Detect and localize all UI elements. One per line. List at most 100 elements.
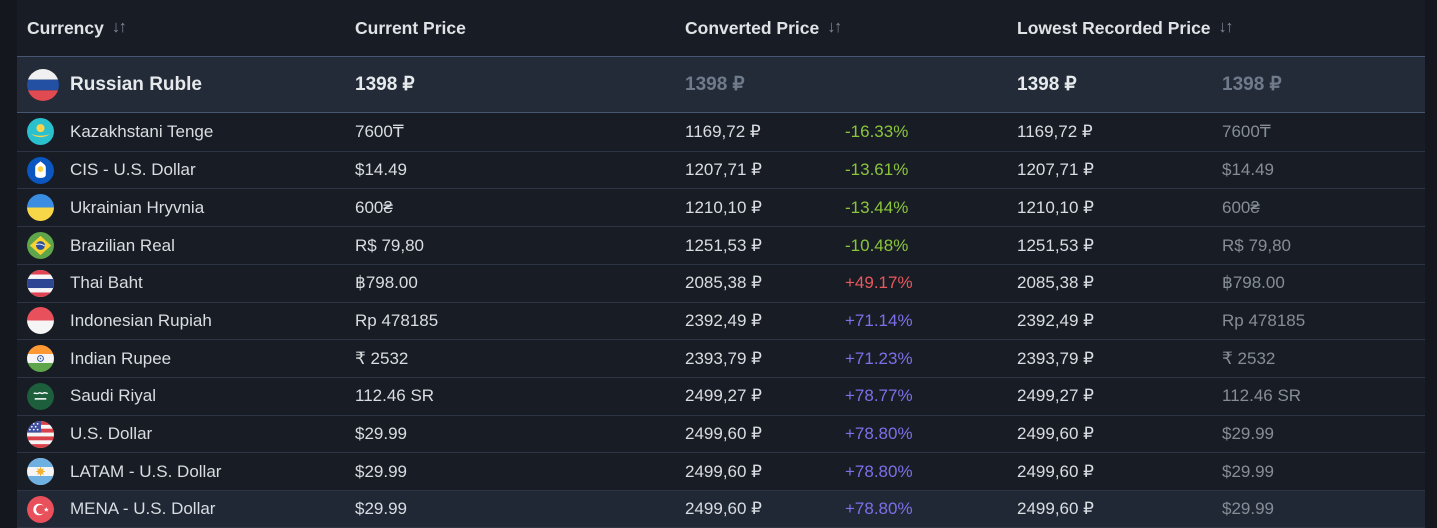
lowest-recorded-price: 1398 ₽ <box>1017 74 1077 95</box>
currency-name: Saudi Riyal <box>70 386 156 406</box>
current-price: ₹ 2532 <box>355 348 409 368</box>
argentina-flag-icon <box>27 458 54 486</box>
table-row[interactable]: Brazilian Real R$ 79,80 1251,53 ₽ -10.48% 12… <box>17 226 1425 264</box>
price-difference-pct: +71.14% <box>845 310 913 330</box>
currency-name: Russian Ruble <box>70 73 202 95</box>
table-body: Russian Ruble 1398 ₽ 1398 ₽ 1398 ₽ 1398 ₽ Kaz… <box>17 56 1425 528</box>
converted-price: 1169,72 ₽ <box>685 121 761 141</box>
converted-price: 2392,49 ₽ <box>685 310 762 330</box>
header-converted-price[interactable]: Converted Price ↓↑ <box>685 18 1017 39</box>
header-currency[interactable]: Currency ↓↑ <box>27 18 355 39</box>
currency-name: Ukrainian Hryvnia <box>70 197 205 217</box>
lowest-original-price: $14.49 <box>1222 160 1274 180</box>
table-row[interactable]: Russian Ruble 1398 ₽ 1398 ₽ 1398 ₽ 1398 ₽ <box>17 56 1425 113</box>
converted-price: 2393,79 ₽ <box>685 348 762 368</box>
converted-price: 2499,60 ₽ <box>685 499 762 519</box>
price-difference-pct: +49.17% <box>845 273 913 293</box>
currency-flag-cell <box>27 232 70 260</box>
header-lowest-recorded-price-label: Lowest Recorded Price <box>1017 17 1211 38</box>
current-price: 1398 ₽ <box>355 74 415 95</box>
indonesia-flag-icon <box>27 307 54 335</box>
currency-flag-cell <box>27 345 70 373</box>
price-difference-pct: -13.61% <box>845 160 909 180</box>
lowest-recorded-price: 2499,60 ₽ <box>1017 499 1094 519</box>
header-currency-label: Currency <box>27 17 104 38</box>
table-row[interactable]: Saudi Riyal 112.46 SR 2499,27 ₽ +78.77% 2499… <box>17 377 1425 415</box>
lowest-original-price: ₹ 2532 <box>1222 348 1276 368</box>
thailand-flag-icon <box>27 269 54 297</box>
table-row[interactable]: MENA - U.S. Dollar $29.99 2499,60 ₽ +78.80%… <box>17 490 1425 528</box>
currency-flag-cell <box>27 495 70 523</box>
lowest-recorded-price: 2499,27 ₽ <box>1017 386 1094 406</box>
saudi-arabia-flag-icon <box>27 382 54 410</box>
currency-name: Kazakhstani Tenge <box>70 121 214 141</box>
table-row[interactable]: LATAM - U.S. Dollar $29.99 2499,60 ₽ +78.80… <box>17 452 1425 490</box>
lowest-original-price: R$ 79,80 <box>1222 235 1291 255</box>
converted-price: 2499,27 ₽ <box>685 386 762 406</box>
currency-flag-cell <box>27 382 70 410</box>
lowest-original-price: $29.99 <box>1222 499 1274 519</box>
currency-name: Indonesian Rupiah <box>70 310 212 330</box>
current-price: R$ 79,80 <box>355 235 424 255</box>
sort-icon: ↓↑ <box>1218 17 1234 36</box>
table-row[interactable]: Indian Rupee ₹ 2532 2393,79 ₽ +71.23% 2393,7… <box>17 339 1425 377</box>
lowest-original-price: $29.99 <box>1222 461 1274 481</box>
price-difference-pct: -10.48% <box>845 235 909 255</box>
converted-price: 2499,60 ₽ <box>685 424 762 444</box>
table-header-row: Currency ↓↑ Current Price Converted Pric… <box>17 0 1425 56</box>
converted-price: 1207,71 ₽ <box>685 160 762 180</box>
russia-flag-icon <box>27 68 59 101</box>
currency-name: LATAM - U.S. Dollar <box>70 461 222 481</box>
table-row[interactable]: Thai Baht ฿798.00 2085,38 ₽ +49.17% 2085,38 … <box>17 263 1425 302</box>
current-price: 112.46 SR <box>355 386 435 406</box>
converted-price: 2499,60 ₽ <box>685 461 762 481</box>
lowest-recorded-price: 1207,71 ₽ <box>1017 160 1094 180</box>
currency-name: Indian Rupee <box>70 348 172 368</box>
header-converted-price-label: Converted Price <box>685 17 820 38</box>
current-price: $29.99 <box>355 461 407 481</box>
current-price: ฿798.00 <box>355 273 418 293</box>
current-price: $29.99 <box>355 424 407 444</box>
currency-name: CIS - U.S. Dollar <box>70 160 196 180</box>
header-lowest-recorded-price[interactable]: Lowest Recorded Price ↓↑ <box>1017 18 1425 39</box>
cis-flag-icon <box>27 156 54 184</box>
lowest-original-price: 1398 ₽ <box>1222 74 1282 95</box>
price-difference-pct: -13.44% <box>845 197 909 217</box>
table-row[interactable]: Indonesian Rupiah Rp 478185 2392,49 ₽ +71.1… <box>17 301 1425 340</box>
currency-flag-cell <box>27 194 70 222</box>
lowest-recorded-price: 2499,60 ₽ <box>1017 461 1094 481</box>
converted-price: 1251,53 ₽ <box>685 235 762 255</box>
table-row[interactable]: CIS - U.S. Dollar $14.49 1207,71 ₽ -13.61% 1… <box>17 150 1425 189</box>
price-difference-pct: +78.80% <box>845 499 913 519</box>
lowest-original-price: $29.99 <box>1222 424 1274 444</box>
brazil-flag-icon <box>27 232 54 260</box>
price-difference-pct: -16.33% <box>845 121 909 141</box>
current-price: $29.99 <box>355 499 407 519</box>
india-flag-icon <box>27 345 54 373</box>
turkey-flag-icon <box>27 495 54 523</box>
price-difference-pct: +78.80% <box>845 424 913 444</box>
currency-name: Brazilian Real <box>70 235 175 255</box>
table-row[interactable]: U.S. Dollar $29.99 2499,60 ₽ +78.80% 2499,60… <box>17 414 1425 453</box>
currency-name: Thai Baht <box>70 273 143 293</box>
lowest-recorded-price: 2392,49 ₽ <box>1017 310 1094 330</box>
currency-name: MENA - U.S. Dollar <box>70 499 216 519</box>
table-row[interactable]: Kazakhstani Tenge 7600₸ 1169,72 ₽ -16.33% 11… <box>17 113 1425 151</box>
usa-flag-icon <box>27 420 54 448</box>
currency-flag-cell <box>27 458 70 486</box>
currency-flag-cell <box>27 307 70 335</box>
price-difference-pct: +78.77% <box>845 386 913 406</box>
lowest-recorded-price: 2085,38 ₽ <box>1017 273 1094 293</box>
lowest-recorded-price: 2499,60 ₽ <box>1017 424 1094 444</box>
currency-flag-cell <box>27 420 70 448</box>
current-price: 600₴ <box>355 197 393 217</box>
lowest-recorded-price: 2393,79 ₽ <box>1017 348 1094 368</box>
lowest-original-price: 7600₸ <box>1222 121 1271 141</box>
currency-name: U.S. Dollar <box>70 424 153 444</box>
lowest-original-price: 112.46 SR <box>1222 386 1302 406</box>
currency-price-table: Currency ↓↑ Current Price Converted Pric… <box>17 0 1425 528</box>
sort-icon: ↓↑ <box>827 17 842 36</box>
table-row[interactable]: Ukrainian Hryvnia 600₴ 1210,10 ₽ -13.44% 121… <box>17 188 1425 226</box>
sort-icon: ↓↑ <box>111 17 127 36</box>
current-price: Rp 478185 <box>355 310 439 330</box>
